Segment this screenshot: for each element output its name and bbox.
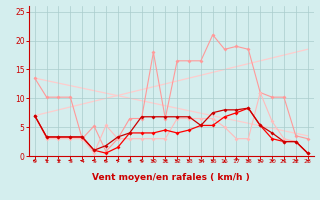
X-axis label: Vent moyen/en rafales ( km/h ): Vent moyen/en rafales ( km/h ) [92, 173, 250, 182]
